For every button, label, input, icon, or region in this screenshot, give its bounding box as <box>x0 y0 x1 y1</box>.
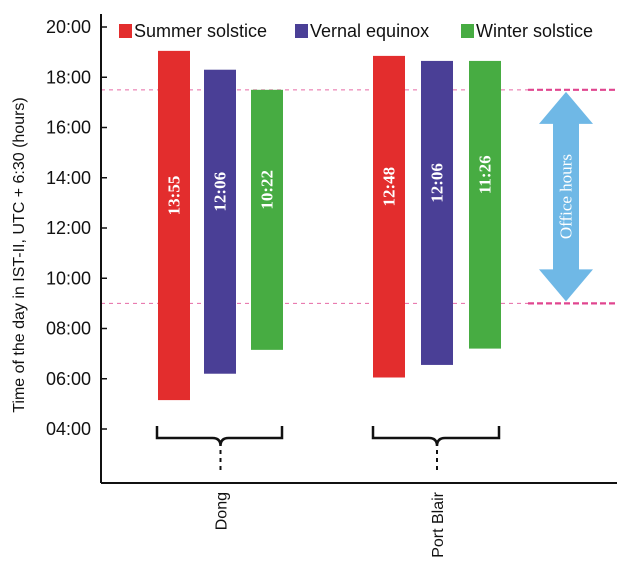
category-label: Port Blair <box>430 491 447 557</box>
legend-swatch <box>295 24 308 38</box>
category-label: Dong <box>214 492 231 530</box>
axes: 04:00 06:00 08:00 10:00 12:00 14:00 16:00 18:00… <box>46 14 617 484</box>
y-axis-label: Time of the day in IST-II, UTC + 6:30 (h… <box>11 97 28 413</box>
y-tick-label: 06:00 <box>46 369 91 389</box>
bar-duration-label: 12:06 <box>428 163 447 203</box>
bracket-shape <box>155 426 284 447</box>
y-tick-label: 12:00 <box>46 218 91 238</box>
office-hours-lines <box>101 88 617 305</box>
legend-label: Vernal equinox <box>310 21 429 41</box>
bar-duration-label: 11:26 <box>476 155 495 194</box>
bracket-shape <box>371 426 501 447</box>
y-tick-label: 20:00 <box>46 17 91 37</box>
legend-item-winter-solstice: Winter solstice <box>461 21 593 41</box>
bar-duration-label: 10:22 <box>258 170 277 210</box>
legend: Summer solstice Vernal equinox Winter sols… <box>119 21 593 41</box>
bar-port-blair-summer-solstice <box>373 55 405 378</box>
bar-dong-winter-solstice <box>251 89 283 350</box>
legend-item-summer-solstice: Summer solstice <box>119 21 267 41</box>
bars: 13:55 12:06 10:22 12:48 12:06 11:26 <box>158 50 501 401</box>
bar-duration-label: 12:48 <box>380 167 399 207</box>
office-hours-arrow: Office hours <box>539 91 593 302</box>
double-arrow-icon <box>539 91 593 302</box>
bar-duration-label: 12:06 <box>211 172 230 212</box>
bar-port-blair-vernal-equinox <box>421 60 453 365</box>
y-tick-label: 10:00 <box>46 268 91 288</box>
bar-duration-label: 13:55 <box>165 176 184 216</box>
office-hours-label: Office hours <box>557 154 576 239</box>
bracket-dong: Dong <box>155 426 284 530</box>
bracket-port-blair: Port Blair <box>371 426 501 558</box>
y-tick-label: 04:00 <box>46 419 91 439</box>
legend-swatch <box>461 24 474 38</box>
y-tick-label: 08:00 <box>46 319 91 339</box>
legend-label: Winter solstice <box>476 21 593 41</box>
y-tick-label: 14:00 <box>46 168 91 188</box>
legend-swatch <box>119 24 132 38</box>
y-tick-label: 16:00 <box>46 118 91 138</box>
legend-label: Summer solstice <box>134 21 267 41</box>
bar-dong-vernal-equinox <box>204 69 236 374</box>
y-tick-label: 18:00 <box>46 67 91 87</box>
legend-item-vernal-equinox: Vernal equinox <box>295 21 429 41</box>
category-brackets: Dong Port Blair <box>155 426 501 558</box>
bar-port-blair-winter-solstice <box>469 60 501 349</box>
bar-dong-summer-solstice <box>158 50 190 401</box>
